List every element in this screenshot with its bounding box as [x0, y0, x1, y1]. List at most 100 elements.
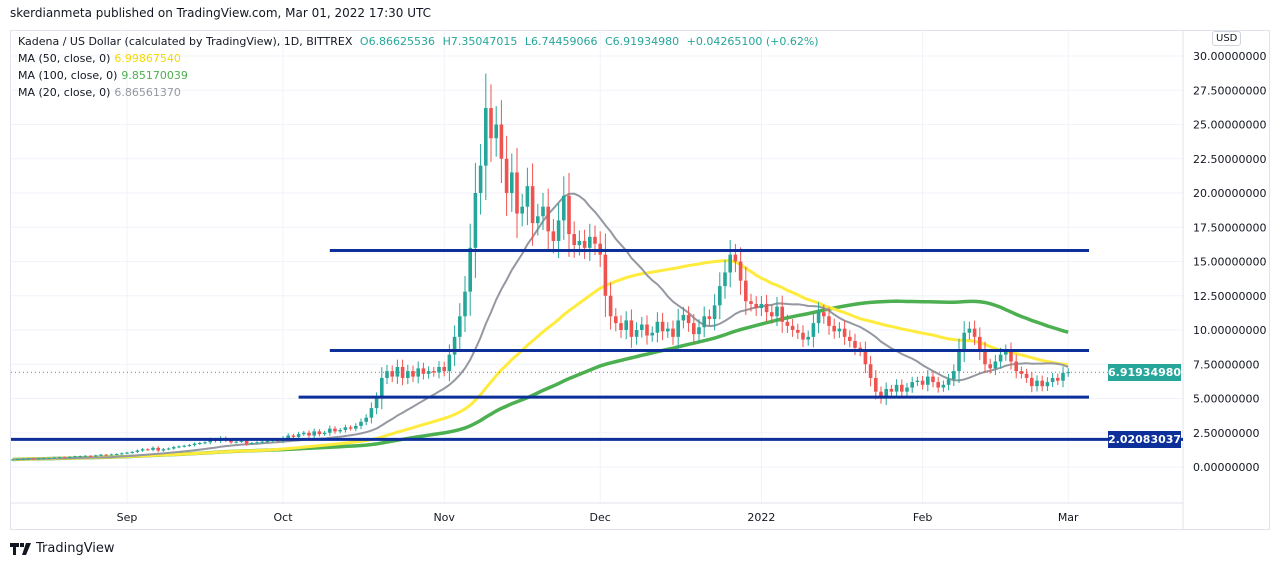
candle-body [541, 206, 545, 217]
candle-body [572, 234, 576, 246]
time-tick-label: Sep [117, 511, 138, 524]
candle-body [546, 206, 550, 232]
candle-body [536, 216, 540, 224]
candle-body [151, 447, 155, 450]
candle-body [68, 456, 72, 458]
candle-body [140, 449, 145, 451]
candle-body [88, 455, 93, 457]
candle-body [962, 332, 966, 351]
candle-body [291, 435, 296, 437]
candle-body [135, 450, 140, 452]
candle-body [640, 324, 644, 330]
candle-body [192, 443, 197, 446]
candle-body [120, 453, 124, 455]
ma-50-line [12, 259, 1069, 461]
candle-body [686, 314, 691, 324]
candle-body [884, 388, 888, 399]
candle-body [900, 384, 904, 392]
candle-body [593, 236, 597, 244]
candle-body [946, 379, 951, 385]
candle-body [468, 247, 472, 292]
candle-body [99, 454, 103, 456]
tradingview-logo[interactable]: TradingView [10, 541, 115, 556]
candle-body [936, 382, 940, 388]
candle-body [905, 387, 909, 392]
candle-body [868, 364, 873, 378]
candle-body [322, 432, 327, 435]
last-price-tag: 6.91934980 [1108, 364, 1182, 381]
candle-body [811, 323, 816, 337]
close-value: C6.91934980 [604, 35, 680, 48]
candle-body [780, 306, 784, 322]
candle-body [634, 330, 639, 337]
tradingview-logo-icon [10, 542, 31, 555]
price-tick-label: 0.00000000 [1193, 461, 1259, 474]
candle-body [660, 321, 665, 332]
candle-body [827, 316, 831, 326]
candle-body [463, 291, 467, 317]
candle-body [338, 430, 342, 432]
candle-body [775, 306, 779, 317]
candle-body [588, 236, 592, 248]
candle-body [1030, 377, 1034, 387]
candle-body [198, 443, 202, 445]
candle-body [733, 254, 738, 262]
candle-body [380, 377, 384, 399]
candle-body [156, 447, 160, 451]
candle-body [619, 323, 623, 330]
candle-body [520, 206, 524, 214]
candle-body [250, 443, 254, 445]
price-tick-label: 10.00000000 [1193, 324, 1266, 337]
candle-body [842, 328, 847, 337]
currency-button[interactable]: USD [1212, 31, 1242, 46]
candle-body [796, 330, 800, 333]
candle-body [650, 332, 654, 336]
candle-body [822, 312, 826, 317]
candle-body [697, 327, 701, 335]
time-tick-label: Oct [273, 511, 293, 524]
chart-pane[interactable] [10, 30, 1270, 530]
candle-body [426, 371, 431, 374]
candle-body [62, 457, 67, 459]
candle-body [1035, 380, 1039, 387]
candle-body [26, 458, 30, 460]
candle-body [374, 398, 379, 409]
candle-body [770, 312, 774, 317]
candle-body [1061, 372, 1065, 381]
ma50-legend[interactable]: MA (50, close, 0) 6.99867540 [18, 52, 185, 65]
candle-body [926, 376, 930, 385]
candle-body [10, 459, 15, 461]
candle-body [629, 320, 634, 337]
candle-body [317, 431, 322, 435]
change-value: +0.04265100 (+0.62%) [686, 35, 819, 48]
candle-body [645, 324, 649, 336]
candle-body [385, 371, 389, 378]
candle-body [161, 449, 166, 451]
candle-body [109, 454, 114, 456]
candle-body [57, 457, 62, 459]
candle-body [998, 354, 1003, 362]
candle-body [499, 124, 504, 159]
candle-body [1040, 380, 1044, 387]
time-tick-label: Mar [1058, 511, 1079, 524]
price-tick-label: 2.50000000 [1193, 427, 1259, 440]
candle-body [530, 186, 535, 224]
candle-body [967, 328, 972, 333]
candle-body [749, 301, 753, 304]
candle-body [187, 445, 192, 447]
ma100-legend[interactable]: MA (100, close, 0) 9.85170039 [18, 69, 192, 82]
candle-body [692, 323, 696, 335]
candle-body [941, 384, 946, 388]
candle-body [624, 320, 628, 330]
candle-body [718, 286, 722, 306]
candle-body [801, 332, 805, 340]
candle-body [702, 316, 706, 328]
ma20-legend[interactable]: MA (20, close, 0) 6.86561370 [18, 86, 185, 99]
price-tick-label: 20.00000000 [1193, 187, 1266, 200]
candle-body [666, 328, 670, 332]
candle-body [359, 421, 363, 426]
candle-body [978, 336, 982, 351]
open-value: O6.86625536 [359, 35, 436, 48]
candle-body [1050, 377, 1055, 383]
